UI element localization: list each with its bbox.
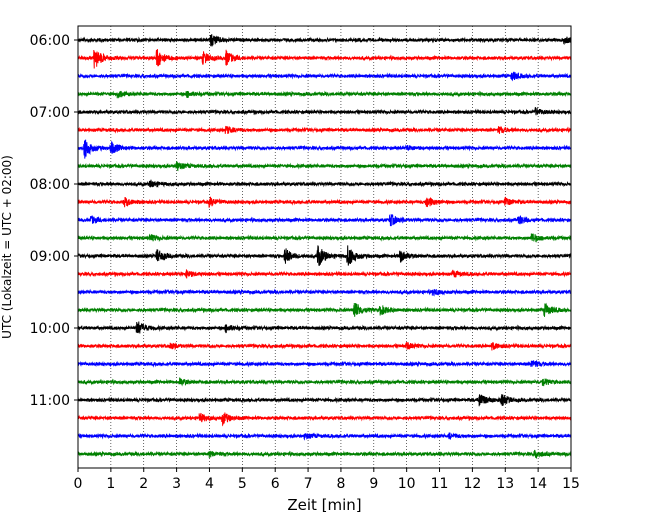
trace-line xyxy=(77,161,572,172)
y-tick-label: 10:00 xyxy=(30,321,70,337)
x-tick-label: 5 xyxy=(238,476,247,492)
trace-line xyxy=(77,269,572,279)
trace-line xyxy=(77,341,572,351)
trace-line xyxy=(77,359,572,368)
x-tick-label: 15 xyxy=(562,476,580,492)
x-tick-label: 0 xyxy=(74,476,83,492)
y-tick-label: 06:00 xyxy=(30,33,70,49)
x-tick-label: 14 xyxy=(529,476,547,492)
y-axis-label: UTC (Lokalzeit = UTC + 02:00) xyxy=(0,155,14,339)
trace-line xyxy=(77,179,572,188)
trace-line xyxy=(77,449,572,459)
x-tick-label: 1 xyxy=(106,476,115,492)
x-tick-label: 11 xyxy=(431,476,449,492)
trace-line xyxy=(77,394,572,407)
trace-line xyxy=(77,34,572,47)
trace-line xyxy=(77,106,572,116)
trace-line xyxy=(77,377,572,387)
trace-line xyxy=(77,233,572,243)
trace-line xyxy=(77,302,572,317)
x-tick-label: 6 xyxy=(271,476,280,492)
trace-line xyxy=(77,412,572,427)
x-tick-label: 13 xyxy=(496,476,514,492)
y-tick-label: 11:00 xyxy=(30,393,70,409)
y-tick-label: 08:00 xyxy=(30,177,70,193)
trace-line xyxy=(77,432,572,441)
x-tick-label: 4 xyxy=(205,476,214,492)
x-tick-label: 12 xyxy=(463,476,481,492)
trace-line xyxy=(77,49,572,69)
x-tick-label: 2 xyxy=(139,476,148,492)
x-tick-label: 7 xyxy=(304,476,313,492)
x-tick-label: 3 xyxy=(172,476,181,492)
trace-line xyxy=(77,139,572,159)
trace-line xyxy=(77,196,572,208)
y-tick-label: 07:00 xyxy=(30,105,70,121)
x-tick-label: 10 xyxy=(398,476,416,492)
x-tick-label: 8 xyxy=(336,476,345,492)
y-axis-ticks: 06:00 07:00 08:00 09:00 10:00 11:00 xyxy=(30,33,78,409)
x-tick-label: 9 xyxy=(369,476,378,492)
trace-line xyxy=(77,321,572,334)
trace-line xyxy=(77,213,572,227)
plot-frame xyxy=(77,25,572,469)
trace-line xyxy=(77,71,572,82)
x-axis-label: Zeit [min] xyxy=(287,496,361,514)
trace-line xyxy=(77,245,572,266)
y-tick-label: 09:00 xyxy=(30,249,70,265)
trace-line xyxy=(77,90,572,99)
traces xyxy=(77,34,572,459)
trace-line xyxy=(77,288,572,297)
x-axis-ticks: 0 1 2 3 4 5 6 7 8 9 10 11 12 13 14 15 xyxy=(74,468,580,492)
trace-line xyxy=(77,125,572,134)
